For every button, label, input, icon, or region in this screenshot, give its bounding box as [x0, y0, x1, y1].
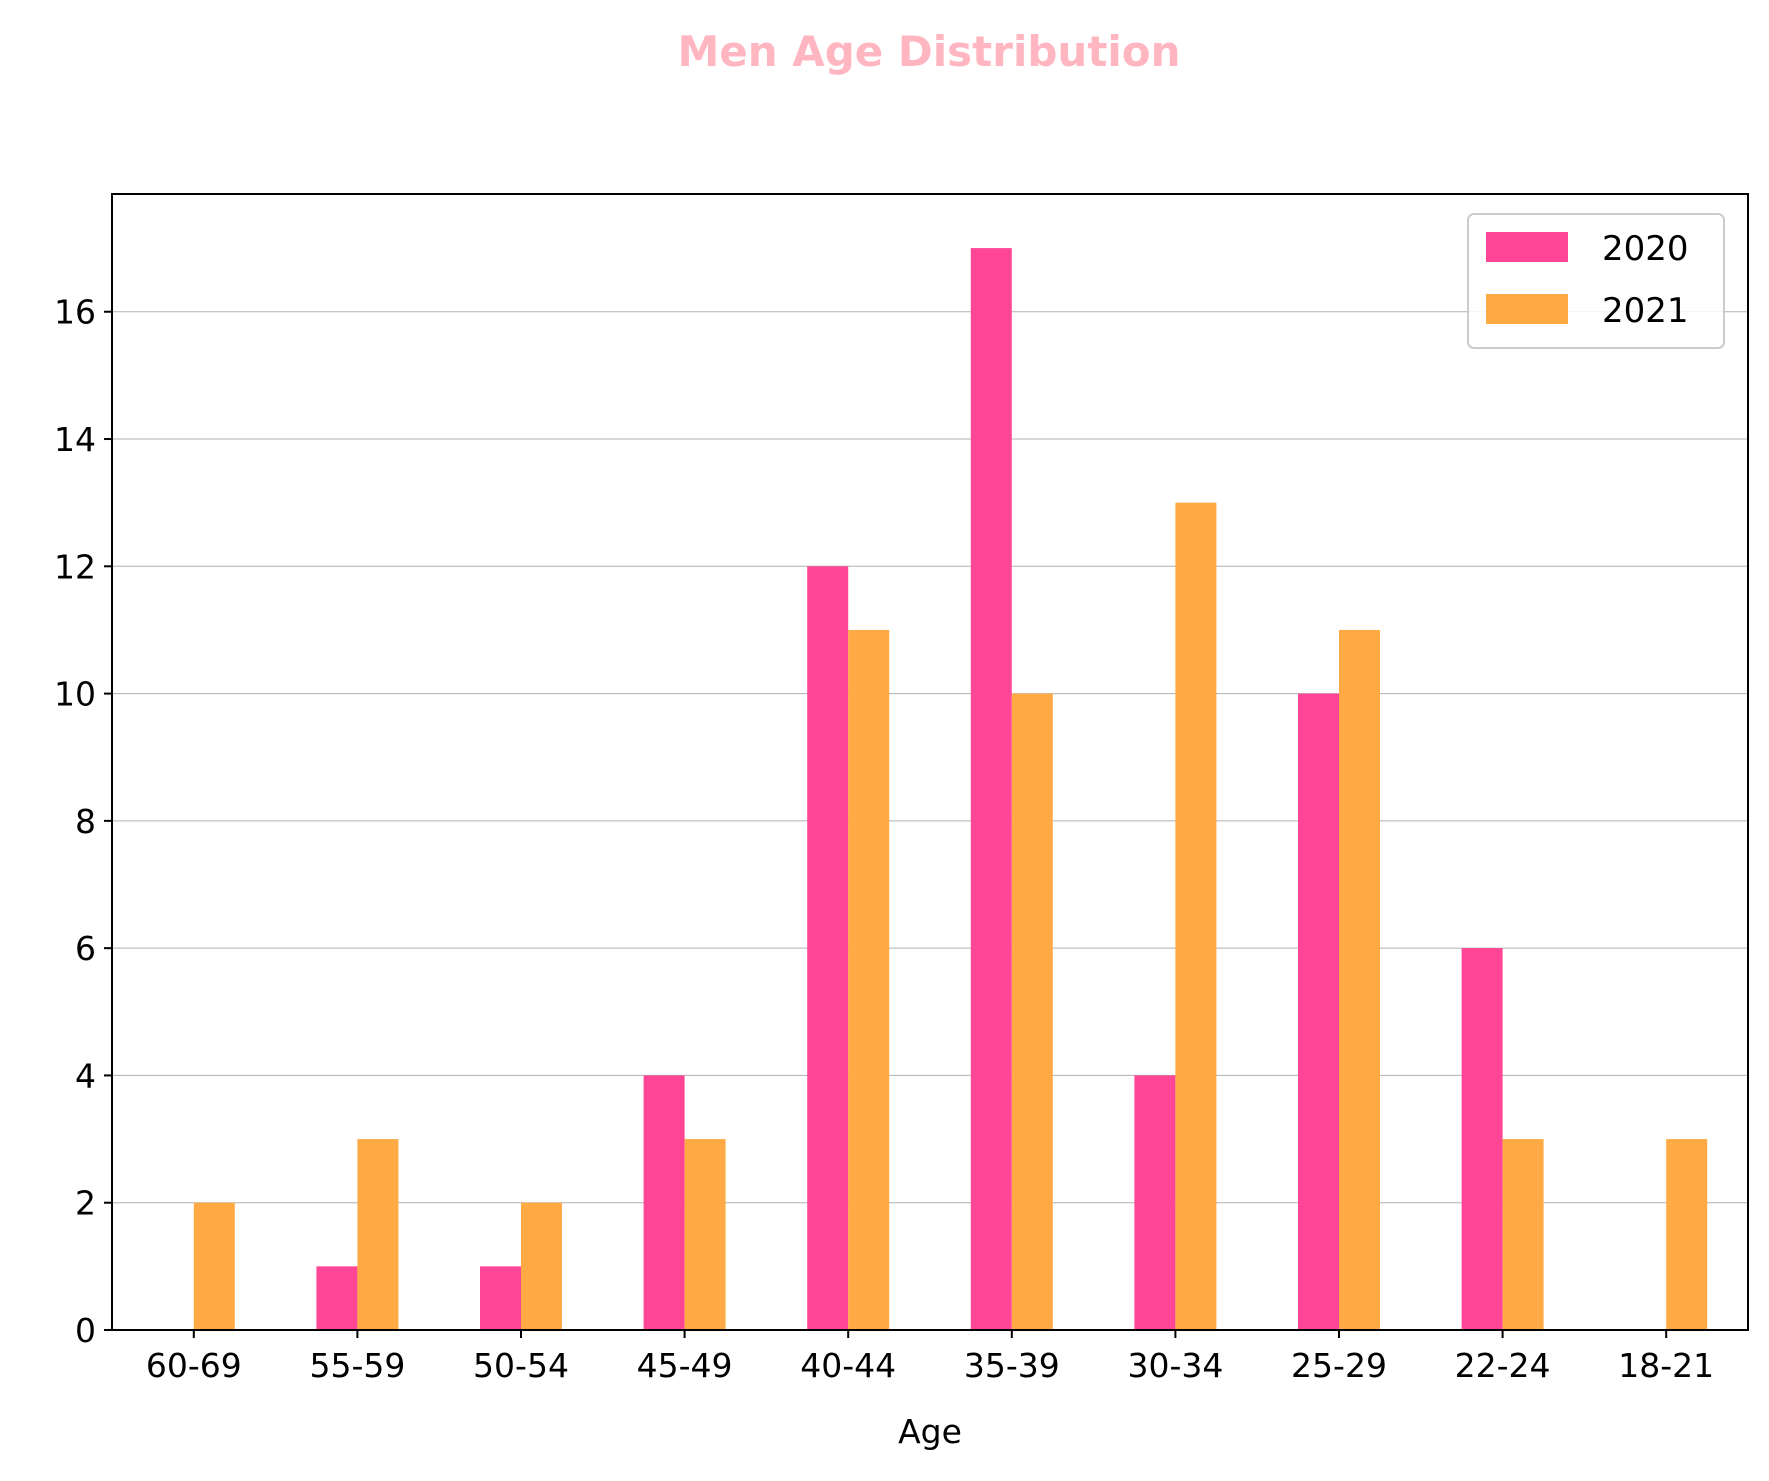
bar-2020-30-34: [1134, 1075, 1176, 1330]
bar-2020-35-39: [970, 248, 1012, 1331]
bar-2021-35-39: [1011, 693, 1053, 1330]
x-tick-label: 35-39: [964, 1346, 1060, 1385]
bar-2020-25-29: [1298, 693, 1339, 1330]
x-tick-label: 55-59: [309, 1346, 405, 1385]
y-tick-label: 10: [54, 675, 96, 714]
y-tick-label: 4: [75, 1056, 96, 1095]
bar-2020-55-59: [316, 1266, 358, 1330]
x-axis: 60-69 55-59 50-54 45-49 40-44 35-39 30-34 25-29…: [146, 1330, 1714, 1385]
bar-2021-18-21: [1666, 1139, 1708, 1330]
bar-2021-50-54: [521, 1202, 562, 1330]
legend-label-2020: 2020: [1602, 229, 1689, 269]
legend-swatch-2021: [1486, 294, 1568, 324]
x-tick-label: 30-34: [1127, 1346, 1223, 1385]
chart-title: Men Age Distribution: [677, 27, 1180, 76]
bar-2021-25-29: [1339, 629, 1380, 1330]
x-tick-label: 60-69: [146, 1346, 242, 1385]
x-tick-label: 45-49: [637, 1346, 733, 1385]
bars: [193, 248, 1708, 1331]
bar-2021-55-59: [357, 1139, 399, 1330]
legend-label-2021: 2021: [1602, 291, 1689, 331]
bar-2020-50-54: [480, 1266, 521, 1330]
bar-2020-45-49: [643, 1075, 685, 1330]
y-tick-label: 12: [54, 547, 96, 586]
grid-lines: [112, 311, 1748, 1204]
bar-2020-40-44: [807, 566, 849, 1330]
x-tick-label: 18-21: [1618, 1346, 1714, 1385]
y-tick-label: 16: [54, 293, 96, 332]
bar-2021-45-49: [684, 1139, 726, 1330]
y-tick-label: 8: [75, 802, 96, 841]
legend-swatch-2020: [1486, 232, 1568, 262]
x-tick-label: 25-29: [1291, 1346, 1387, 1385]
x-axis-label: Age: [898, 1412, 962, 1451]
x-tick-label: 40-44: [800, 1346, 896, 1385]
bar-2021-60-69: [193, 1202, 235, 1330]
bar-2021-30-34: [1175, 502, 1217, 1330]
bar-2020-22-24: [1461, 948, 1503, 1330]
bar-2021-22-24: [1502, 1139, 1544, 1330]
y-tick-label: 2: [75, 1184, 96, 1223]
x-tick-label: 50-54: [473, 1346, 569, 1385]
y-axis: 0 2 4 6 8 10 12 14 16: [54, 293, 112, 1350]
y-tick-label: 6: [75, 929, 96, 968]
plot-frame: [111, 193, 1749, 1331]
y-tick-label: 0: [75, 1311, 96, 1350]
legend: 2020 2021: [1467, 213, 1725, 349]
y-tick-label: 14: [54, 420, 96, 459]
bar-2021-40-44: [848, 629, 890, 1330]
x-tick-label: 22-24: [1455, 1346, 1551, 1385]
